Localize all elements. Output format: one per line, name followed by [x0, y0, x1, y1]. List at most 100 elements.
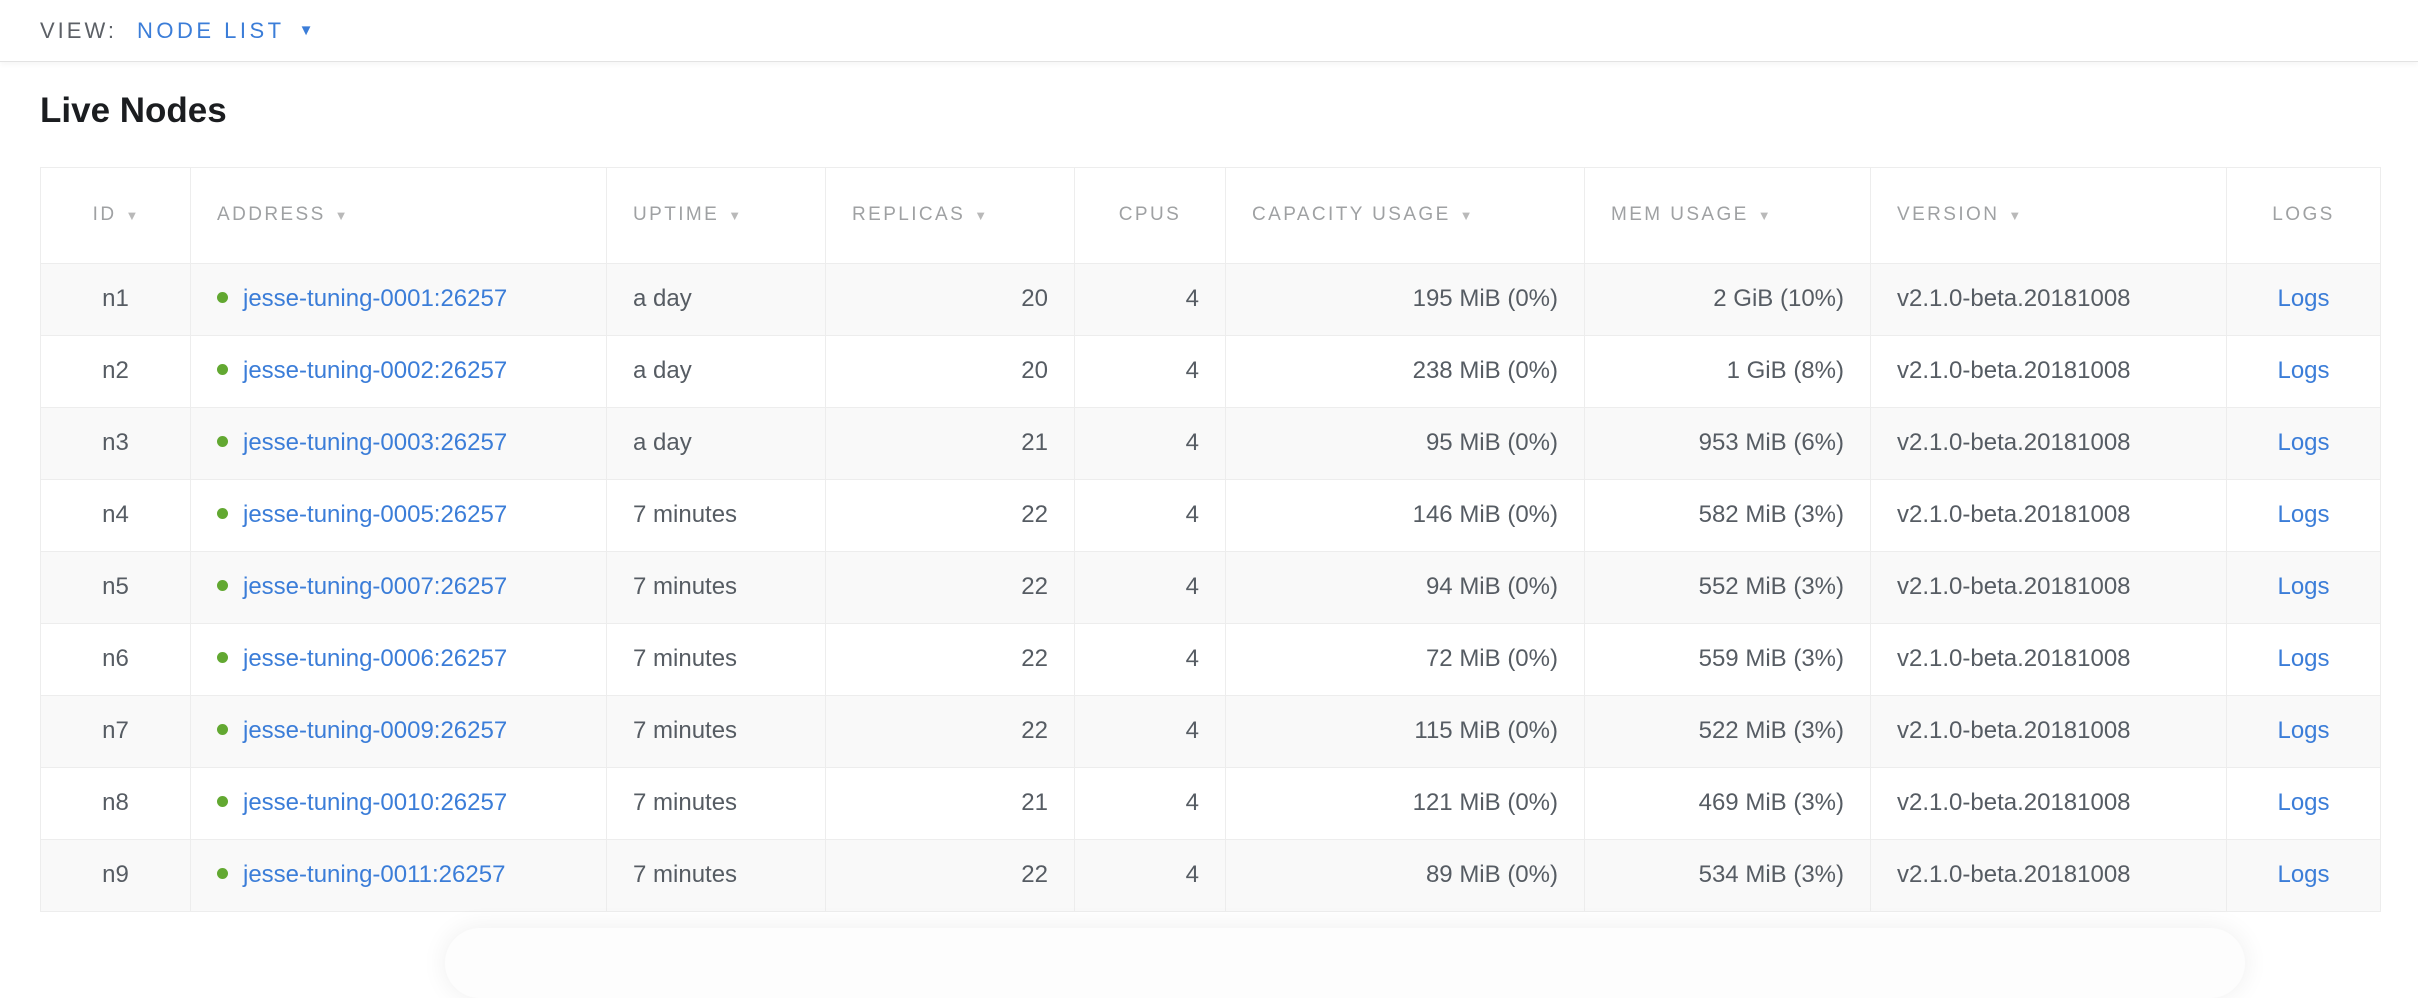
logs-link[interactable]: Logs [2277, 573, 2330, 600]
version-cell: v2.1.0-beta.20181008 [1870, 838, 2227, 912]
node-address-link[interactable]: jesse-tuning-0002:26257 [243, 357, 508, 384]
node-id-cell: n8 [40, 766, 191, 840]
table-row: n8 jesse-tuning-0010:26257 7 minutes 21 … [40, 766, 2381, 840]
logs-link[interactable]: Logs [2277, 717, 2330, 744]
table-row: n7 jesse-tuning-0009:26257 7 minutes 22 … [40, 694, 2381, 768]
bottom-panel-shadow [445, 928, 2245, 998]
node-id-cell: n5 [40, 550, 191, 624]
uptime-cell: 7 minutes [606, 478, 826, 552]
version-cell: v2.1.0-beta.20181008 [1870, 406, 2227, 480]
node-address-cell: jesse-tuning-0001:26257 [190, 262, 607, 336]
node-address-cell: jesse-tuning-0003:26257 [190, 406, 607, 480]
mem-usage-cell: 953 MiB (6%) [1584, 406, 1871, 480]
capacity-usage-cell: 195 MiB (0%) [1225, 262, 1585, 336]
capacity-usage-cell: 95 MiB (0%) [1225, 406, 1585, 480]
view-label: VIEW: [40, 17, 117, 43]
logs-link[interactable]: Logs [2277, 429, 2330, 456]
version-cell: v2.1.0-beta.20181008 [1870, 550, 2227, 624]
logs-link[interactable]: Logs [2277, 861, 2330, 888]
capacity-usage-cell: 238 MiB (0%) [1225, 334, 1585, 408]
sort-desc-icon: ▼ [334, 208, 348, 223]
uptime-cell: 7 minutes [606, 766, 826, 840]
replicas-cell: 22 [825, 694, 1075, 768]
logs-cell: Logs [2226, 550, 2381, 624]
column-header-label: VERSION [1897, 204, 2000, 225]
mem-usage-cell: 534 MiB (3%) [1584, 838, 1871, 912]
node-address-link[interactable]: jesse-tuning-0005:26257 [243, 501, 508, 528]
capacity-usage-cell: 72 MiB (0%) [1225, 622, 1585, 696]
column-header-label: UPTIME [633, 204, 720, 225]
logs-cell: Logs [2226, 334, 2381, 408]
table-row: n6 jesse-tuning-0006:26257 7 minutes 22 … [40, 622, 2381, 696]
column-header-version[interactable]: VERSION ▼ [1870, 166, 2227, 264]
capacity-usage-cell: 94 MiB (0%) [1225, 550, 1585, 624]
logs-cell: Logs [2226, 838, 2381, 912]
mem-usage-cell: 2 GiB (10%) [1584, 262, 1871, 336]
view-dropdown[interactable]: NODE LIST ▼ [137, 18, 314, 44]
sort-desc-icon: ▼ [1757, 208, 1771, 223]
mem-usage-cell: 552 MiB (3%) [1584, 550, 1871, 624]
mem-usage-cell: 1 GiB (8%) [1584, 334, 1871, 408]
node-id-cell: n9 [40, 838, 191, 912]
logs-link[interactable]: Logs [2277, 285, 2330, 312]
column-header-label: CPUS [1118, 204, 1182, 225]
sort-desc-icon: ▼ [974, 208, 988, 223]
replicas-cell: 20 [825, 334, 1075, 408]
replicas-cell: 22 [825, 478, 1075, 552]
live-status-icon [217, 724, 228, 736]
uptime-cell: 7 minutes [606, 838, 826, 912]
column-header-address[interactable]: ADDRESS ▼ [190, 166, 607, 264]
logs-link[interactable]: Logs [2277, 645, 2330, 672]
logs-link[interactable]: Logs [2277, 501, 2330, 528]
table-header-row: ID ▼ ADDRESS ▼ UPTIME ▼ REPLICAS ▼ CPUS CAPA… [40, 166, 2381, 264]
column-header-label: LOGS [2272, 204, 2335, 225]
cpus-cell: 4 [1074, 550, 1226, 624]
node-address-link[interactable]: jesse-tuning-0001:26257 [243, 285, 508, 312]
live-status-icon [217, 868, 228, 880]
capacity-usage-cell: 146 MiB (0%) [1225, 478, 1585, 552]
node-address-cell: jesse-tuning-0010:26257 [190, 766, 607, 840]
mem-usage-cell: 559 MiB (3%) [1584, 622, 1871, 696]
logs-cell: Logs [2226, 766, 2381, 840]
chevron-down-icon: ▼ [298, 22, 314, 39]
mem-usage-cell: 522 MiB (3%) [1584, 694, 1871, 768]
cpus-cell: 4 [1074, 406, 1226, 480]
node-address-link[interactable]: jesse-tuning-0011:26257 [243, 861, 506, 888]
version-cell: v2.1.0-beta.20181008 [1870, 766, 2227, 840]
table-row: n9 jesse-tuning-0011:26257 7 minutes 22 … [40, 838, 2381, 912]
logs-cell: Logs [2226, 622, 2381, 696]
column-header-capacity-usage[interactable]: CAPACITY USAGE ▼ [1225, 166, 1585, 264]
column-header-label: ID [92, 204, 117, 225]
live-status-icon [217, 292, 228, 304]
live-status-icon [217, 436, 228, 448]
node-address-cell: jesse-tuning-0009:26257 [190, 694, 607, 768]
table-row: n2 jesse-tuning-0002:26257 a day 20 4 23… [40, 334, 2381, 408]
uptime-cell: a day [606, 406, 826, 480]
table-row: n1 jesse-tuning-0001:26257 a day 20 4 19… [40, 262, 2381, 336]
logs-link[interactable]: Logs [2277, 789, 2330, 816]
node-address-link[interactable]: jesse-tuning-0009:26257 [243, 717, 508, 744]
replicas-cell: 22 [825, 838, 1075, 912]
node-address-link[interactable]: jesse-tuning-0007:26257 [243, 573, 508, 600]
uptime-cell: 7 minutes [606, 694, 826, 768]
node-address-link[interactable]: jesse-tuning-0006:26257 [243, 645, 508, 672]
column-header-replicas[interactable]: REPLICAS ▼ [825, 166, 1075, 264]
live-status-icon [217, 652, 228, 664]
capacity-usage-cell: 115 MiB (0%) [1225, 694, 1585, 768]
column-header-logs: LOGS [2226, 166, 2381, 264]
logs-cell: Logs [2226, 262, 2381, 336]
node-address-link[interactable]: jesse-tuning-0003:26257 [243, 429, 508, 456]
node-id-cell: n2 [40, 334, 191, 408]
column-header-uptime[interactable]: UPTIME ▼ [606, 166, 826, 264]
column-header-mem-usage[interactable]: MEM USAGE ▼ [1584, 166, 1871, 264]
table-row: n3 jesse-tuning-0003:26257 a day 21 4 95… [40, 406, 2381, 480]
node-address-link[interactable]: jesse-tuning-0010:26257 [243, 789, 508, 816]
cpus-cell: 4 [1074, 694, 1226, 768]
column-header-label: REPLICAS [852, 204, 966, 225]
logs-link[interactable]: Logs [2277, 357, 2330, 384]
version-cell: v2.1.0-beta.20181008 [1870, 622, 2227, 696]
live-status-icon [217, 364, 228, 376]
column-header-id[interactable]: ID ▼ [40, 166, 191, 264]
view-selector-bar: VIEW: NODE LIST ▼ [0, 0, 2418, 62]
replicas-cell: 22 [825, 550, 1075, 624]
